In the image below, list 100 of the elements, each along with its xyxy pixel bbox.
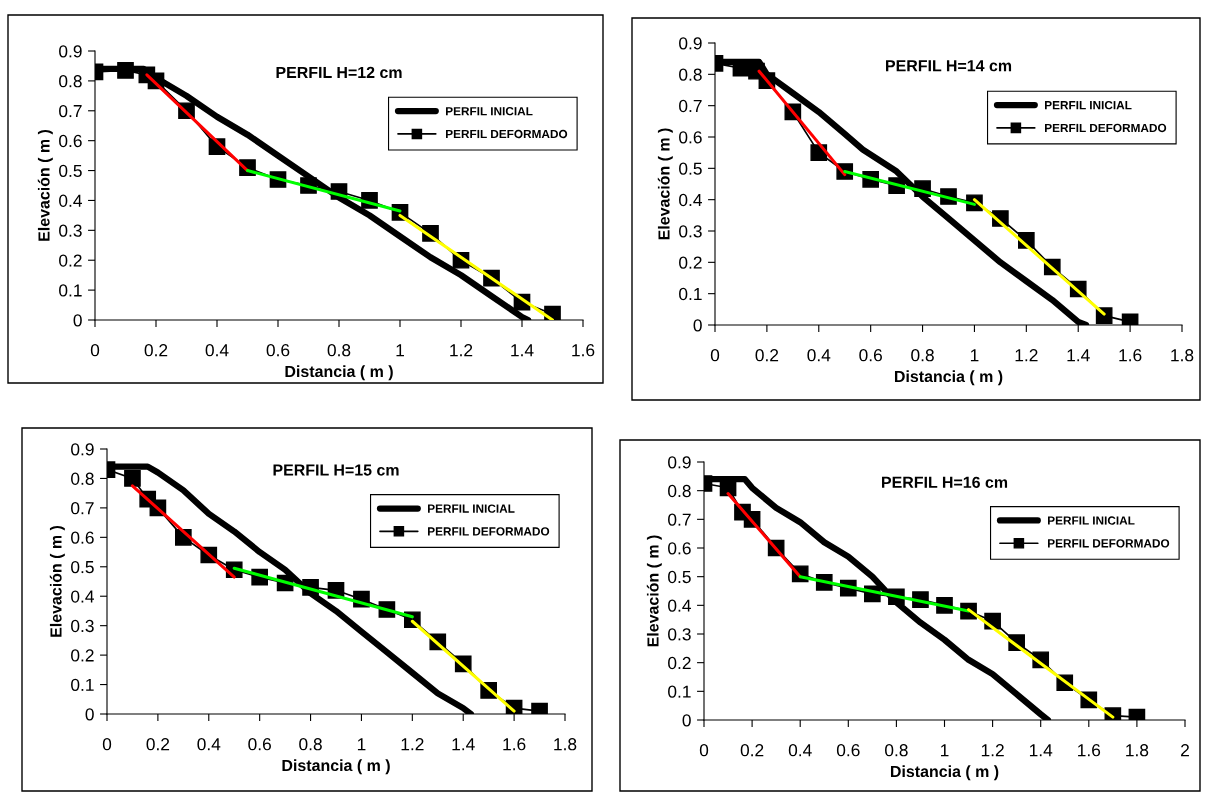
y-tick-label: 0.5 bbox=[679, 162, 702, 175]
x-tick-label: 1 bbox=[941, 744, 949, 757]
y-tick-label: 0.8 bbox=[59, 75, 82, 88]
x-tick-label: 0.4 bbox=[205, 344, 229, 357]
x-tick-label: 0.8 bbox=[299, 738, 322, 751]
y-tick-label: 0.7 bbox=[59, 104, 82, 118]
legend-label: PERFIL DEFORMADO bbox=[428, 527, 550, 536]
x-tick-label: 1.6 bbox=[1119, 349, 1142, 362]
x-axis-title: Distancia ( m ) bbox=[285, 365, 393, 381]
legend-label: PERFIL DEFORMADO bbox=[1045, 123, 1167, 133]
y-tick-label: 0 bbox=[73, 314, 82, 327]
x-tick-label: 1.2 bbox=[450, 344, 473, 357]
y-tick-label: 0 bbox=[693, 319, 702, 332]
x-tick-label: 1.2 bbox=[981, 744, 1004, 757]
x-tick-label: 1.6 bbox=[503, 738, 526, 751]
y-tick-label: 0.3 bbox=[71, 619, 94, 633]
y-tick-label: 0.4 bbox=[71, 590, 94, 603]
text: PERFIL H=14 cm bbox=[886, 60, 1012, 72]
x-tick-label: 0.8 bbox=[911, 349, 934, 362]
y-tick-label: 0.8 bbox=[71, 472, 94, 485]
y-tick-label: 0.6 bbox=[71, 531, 94, 544]
y-tick-label: 0.3 bbox=[679, 225, 702, 238]
x-tick-label: 1.2 bbox=[401, 738, 424, 751]
y-tick-label: 0.9 bbox=[668, 456, 691, 469]
y-tick-label: 0.2 bbox=[71, 649, 94, 662]
y-tick-label: 0.7 bbox=[71, 502, 94, 515]
y-tick-label: 0.5 bbox=[668, 570, 691, 584]
y-tick-label: 0 bbox=[682, 714, 691, 727]
x-tick-label: 1.6 bbox=[572, 344, 595, 357]
x-tick-label: 1.8 bbox=[1126, 744, 1149, 757]
x-tick-label: 1.6 bbox=[1078, 744, 1101, 757]
point bbox=[124, 470, 141, 487]
x-tick-label: 1.8 bbox=[554, 738, 577, 751]
x-tick-label: 0 bbox=[710, 349, 720, 362]
y-tick-label: 0.7 bbox=[679, 99, 702, 113]
text: PERFIL H=15 cm bbox=[273, 464, 399, 476]
y-tick-label: 0.7 bbox=[668, 513, 691, 526]
legend-label: PERFIL INICIAL bbox=[428, 504, 515, 513]
y-tick-label: 0.1 bbox=[679, 287, 702, 301]
y-axis-title: Elevación ( m ) bbox=[37, 129, 53, 241]
x-tick-label: 0.2 bbox=[146, 738, 170, 751]
x-axis-title: Distancia ( m ) bbox=[894, 370, 1003, 386]
x-axis-title: Distancia ( m ) bbox=[890, 765, 999, 781]
legend-label: PERFIL DEFORMADO bbox=[446, 129, 568, 139]
x-tick-label: 1.4 bbox=[1029, 744, 1053, 757]
x-tick-label: 1 bbox=[970, 349, 979, 362]
x-tick-label: 1 bbox=[396, 344, 404, 357]
legend-label: PERFIL DEFORMADO bbox=[1048, 539, 1170, 548]
x-tick-label: 1.8 bbox=[1171, 349, 1194, 362]
x-tick-label: 0.6 bbox=[266, 344, 290, 357]
x-tick-label: 0.2 bbox=[755, 349, 779, 362]
x-tick-label: 0.4 bbox=[197, 738, 221, 751]
y-tick-label: 0.3 bbox=[59, 224, 82, 237]
x-tick-label: 0 bbox=[102, 738, 112, 751]
y-tick-label: 0.4 bbox=[59, 194, 82, 207]
y-tick-label: 0.1 bbox=[71, 678, 94, 692]
y-tick-label: 0.6 bbox=[668, 542, 691, 555]
y-tick-label: 0.1 bbox=[668, 685, 691, 698]
y-tick-label: 0.2 bbox=[668, 656, 691, 670]
y-tick-label: 0.6 bbox=[679, 131, 702, 144]
y-axis-title: Elevación ( m ) bbox=[49, 525, 65, 637]
x-tick-label: 1 bbox=[357, 738, 366, 751]
x-tick-label: 0.2 bbox=[144, 344, 168, 357]
x-tick-label: 1.4 bbox=[452, 738, 475, 751]
y-tick-label: 0.9 bbox=[59, 45, 82, 58]
legend-label: PERFIL INICIAL bbox=[446, 107, 533, 116]
y-tick-label: 0.9 bbox=[71, 443, 94, 456]
x-tick-label: 1.4 bbox=[511, 344, 534, 357]
y-tick-label: 0.5 bbox=[71, 560, 94, 574]
y-tick-label: 0 bbox=[85, 708, 94, 721]
y-axis-title: Elevación ( m ) bbox=[657, 128, 673, 240]
y-tick-label: 0.2 bbox=[679, 256, 702, 269]
y-tick-label: 0.9 bbox=[679, 37, 702, 50]
legend-label: PERFIL INICIAL bbox=[1045, 100, 1132, 110]
x-tick-label: 0.6 bbox=[859, 349, 882, 362]
y-tick-label: 0.8 bbox=[668, 484, 691, 498]
x-tick-label: 1.4 bbox=[1067, 349, 1090, 362]
y-tick-label: 0.2 bbox=[59, 254, 82, 267]
x-tick-label: 1.2 bbox=[1015, 349, 1038, 362]
x-tick-label: 0.2 bbox=[740, 744, 764, 757]
x-tick-label: 0.4 bbox=[807, 349, 831, 362]
y-tick-label: 0.5 bbox=[59, 164, 82, 178]
text: PERFIL H=12 cm bbox=[276, 66, 402, 79]
y-axis-title: Elevación ( m ) bbox=[646, 535, 662, 647]
x-axis-title: Distancia ( m ) bbox=[282, 759, 390, 775]
x-tick-label: 0.4 bbox=[788, 744, 812, 757]
x-tick-label: 0.8 bbox=[327, 344, 351, 357]
text: PERFIL H=16 cm bbox=[882, 476, 1008, 488]
y-tick-label: 0.6 bbox=[59, 134, 82, 148]
x-tick-label: 2 bbox=[1181, 744, 1189, 757]
y-tick-label: 0.8 bbox=[679, 68, 702, 81]
y-tick-label: 0.3 bbox=[668, 628, 691, 641]
y-tick-label: 0.1 bbox=[59, 284, 82, 297]
y-tick-label: 0.4 bbox=[668, 599, 691, 612]
legend-label: PERFIL INICIAL bbox=[1048, 516, 1135, 525]
x-tick-label: 0.8 bbox=[885, 744, 908, 757]
x-tick-label: 0.6 bbox=[836, 744, 860, 757]
point bbox=[117, 62, 134, 79]
x-tick-label: 0.6 bbox=[248, 738, 271, 751]
y-tick-label: 0.4 bbox=[679, 193, 702, 207]
